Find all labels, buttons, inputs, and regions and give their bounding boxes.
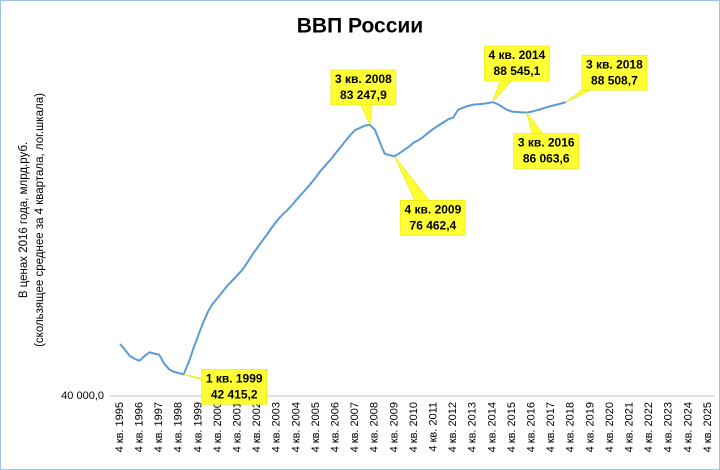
x-tick-label: 4 кв. 2010 [408, 402, 420, 452]
x-tick-label: 4 кв. 2009 [388, 402, 400, 452]
x-tick-label: 4 кв. 2020 [604, 402, 616, 452]
x-tick-label: 4 кв. 1998 [173, 402, 185, 452]
x-tick-label: 4 кв. 2025 [702, 402, 714, 452]
x-tick-label: 4 кв. 2003 [271, 402, 283, 452]
x-tick-label: 4 кв. 2013 [467, 402, 479, 452]
x-tick-label: 4 кв. 2017 [545, 402, 557, 452]
y-tick-label: 40 000,0 [61, 390, 104, 402]
chart-title: ВВП России [297, 15, 423, 38]
x-tick-label: 4 кв. 2011 [428, 402, 440, 452]
x-tick-label: 4 кв. 2022 [643, 402, 655, 452]
x-tick-label: 4 кв. 2007 [349, 402, 361, 452]
callout-box [400, 200, 466, 236]
callout-period: 4 кв. 2014 [489, 48, 546, 62]
callout-box [330, 69, 397, 106]
x-tick-label: 4 кв. 2001 [232, 402, 244, 452]
x-tick-label: 4 кв. 2005 [310, 402, 322, 452]
x-tick-label: 4 кв. 2015 [506, 402, 518, 452]
x-tick-label: 4 кв. 2016 [526, 402, 538, 452]
x-tick-label: 4 кв. 2024 [682, 402, 694, 452]
data-label: 88 508,7 [591, 73, 638, 87]
callout-period: 3 кв. 2018 [586, 57, 643, 71]
x-tick-label: 4 кв. 2004 [290, 402, 302, 452]
x-tick-label: 4 кв. 1997 [153, 402, 165, 452]
data-label: 42 415,2 [211, 387, 258, 401]
x-tick-label: 4 кв. 2012 [447, 402, 459, 452]
x-tick-label: 4 кв. 1999 [192, 402, 204, 452]
x-tick-label: 4 кв. 2021 [624, 402, 636, 452]
data-label: 76 462,4 [410, 218, 457, 232]
callout-period: 1 кв. 1999 [206, 371, 263, 385]
callout-box [513, 133, 580, 169]
x-tick-label: 4 кв. 1995 [114, 402, 126, 452]
x-tick-label: 4 кв. 1996 [134, 402, 146, 452]
callout-box [581, 54, 648, 91]
y-axis-label: В ценах 2016 года, млрд.руб. [18, 142, 30, 298]
callout-box [201, 369, 267, 405]
x-tick-label: 4 кв. 2018 [565, 402, 577, 452]
callout-period: 4 кв. 2009 [405, 202, 462, 216]
callout-period: 3 кв. 2008 [335, 72, 392, 86]
x-tick-label: 4 кв. 2006 [330, 402, 342, 452]
data-label: 83 247,9 [340, 88, 387, 102]
x-tick-label: 4 кв. 2023 [663, 402, 675, 452]
callout-box [484, 45, 550, 82]
x-tick-label: 4 кв. 2019 [584, 402, 596, 452]
data-label: 86 063,6 [523, 152, 570, 166]
x-tick-label: 4 кв. 2000 [212, 402, 224, 452]
line [119, 101, 567, 376]
x-tick-label: 4 кв. 2014 [486, 402, 498, 452]
y-axis-label: (скользящее среднее за 4 квартала, лог.ш… [34, 93, 46, 347]
data-label: 88 545,1 [494, 64, 541, 78]
x-tick-label: 4 кв. 2002 [251, 402, 263, 452]
callout-period: 3 кв. 2016 [518, 136, 575, 150]
x-tick-label: 4 кв. 2008 [369, 402, 381, 452]
